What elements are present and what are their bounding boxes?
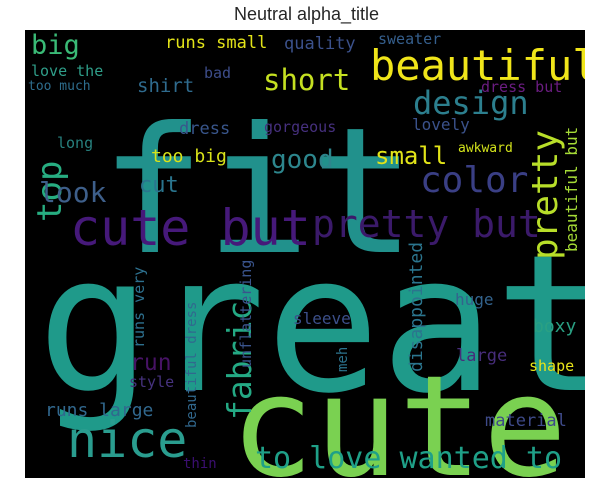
word-style: style <box>129 373 174 391</box>
word-dress: dress <box>179 119 230 139</box>
word-meh: meh <box>335 347 351 372</box>
word-short: short <box>263 63 350 97</box>
word-pretty: pretty <box>525 130 566 260</box>
word-awkward: awkward <box>458 141 513 156</box>
word-cut: cut <box>139 173 179 198</box>
word-design: design <box>413 84 529 122</box>
word-nice: nice <box>67 411 187 469</box>
word-beautiful-but: beautiful but <box>562 127 581 252</box>
word-top: top <box>30 161 70 222</box>
word-to-love-wanted-to: to love wanted to <box>255 441 562 476</box>
word-shirt: shirt <box>137 75 194 97</box>
word-big: big <box>31 30 80 61</box>
word-bad: bad <box>204 64 231 82</box>
word-boxy: boxy <box>533 316 577 337</box>
word-great: great <box>37 214 585 435</box>
word-pretty-but: pretty but <box>312 202 541 246</box>
word-runs-very: runs very <box>130 267 148 348</box>
word-cloud: great fit cute cute but nice beautiful pretty … <box>25 30 585 478</box>
word-cute: cute <box>230 346 567 478</box>
word-look: look <box>39 176 107 209</box>
word-material: material <box>485 411 567 431</box>
word-beautiful-dress: beautiful dress <box>184 302 200 428</box>
word-thin: thin <box>183 456 217 472</box>
word-lovely: lovely <box>412 115 470 134</box>
word-cute-but: cute but <box>70 199 311 257</box>
word-too-much: too much <box>28 79 91 94</box>
word-runs-small: runs small <box>165 33 267 53</box>
word-gorgeous: gorgeous <box>264 118 336 136</box>
word-long: long <box>57 134 93 152</box>
word-quality: quality <box>284 34 356 54</box>
word-sweater: sweater <box>378 30 441 48</box>
word-good: good <box>271 145 334 175</box>
figure-title: Neutral alpha_title <box>233 4 380 24</box>
word-beautiful: beautiful <box>370 41 585 90</box>
word-runs-large: runs large <box>45 400 153 421</box>
word-huge: huge <box>455 290 494 309</box>
word-fabric: fabric <box>220 301 259 420</box>
word-unflattering: unflattering <box>237 260 255 368</box>
word-disappointed: disappointed <box>406 242 427 372</box>
word-dress-but: dress but <box>481 78 562 96</box>
word-small: small <box>375 142 447 170</box>
word-love-the: love the <box>31 62 103 80</box>
word-run: run <box>130 350 172 376</box>
word-large: large <box>456 346 507 366</box>
word-too-big: too big <box>151 146 227 167</box>
word-shape: shape <box>529 357 574 375</box>
word-sleeve: sleeve <box>293 309 351 328</box>
word-fit: fit <box>100 91 416 294</box>
word-color: color <box>420 160 528 201</box>
